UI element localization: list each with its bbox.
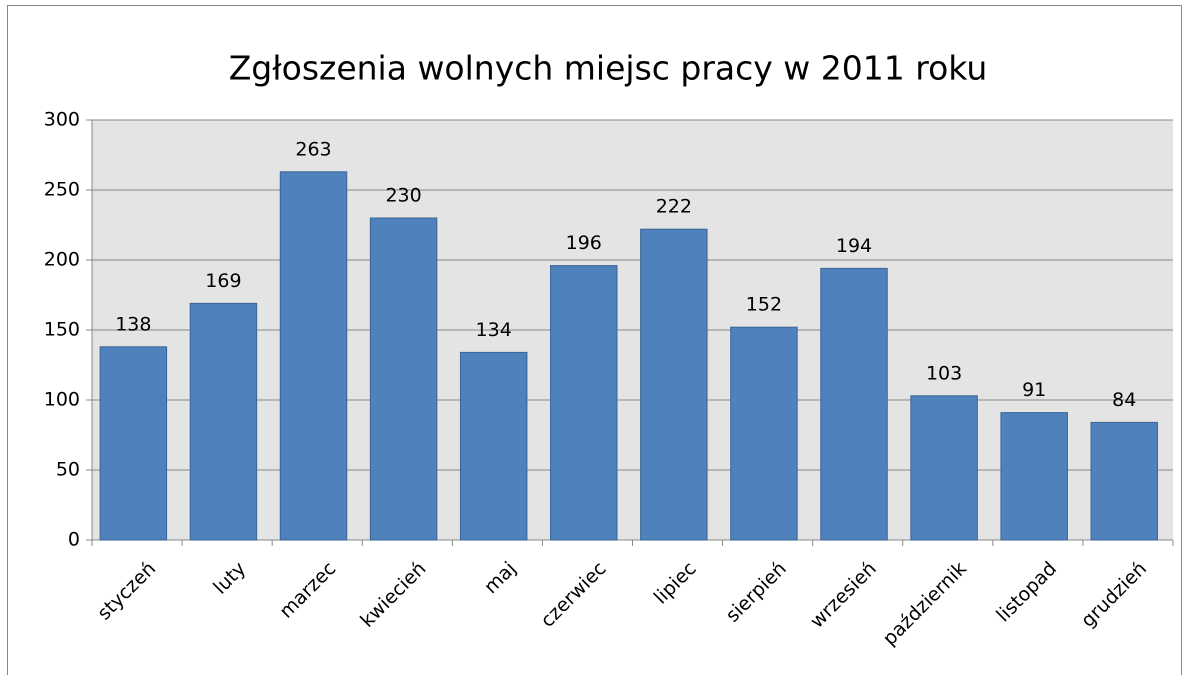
data-label: 263: [295, 138, 331, 160]
data-label: 169: [205, 270, 241, 292]
data-label: 230: [385, 185, 421, 207]
bar: [910, 395, 978, 541]
bar: [820, 267, 888, 541]
bar: [1000, 412, 1068, 541]
bar: [189, 302, 258, 541]
bar: [1090, 421, 1159, 541]
data-label: 152: [746, 294, 782, 316]
bar: [99, 346, 168, 541]
y-tick-label: 250: [44, 179, 80, 201]
y-tick-label: 150: [44, 319, 80, 341]
chart-title: Zgłoszenia wolnych miejsc pracy w 2011 r…: [229, 49, 988, 88]
y-tick-label: 300: [44, 109, 80, 131]
y-tick-label: 100: [44, 389, 80, 411]
y-tick-label: 50: [56, 459, 80, 481]
data-label: 134: [476, 319, 512, 341]
bar: [640, 228, 708, 541]
data-label: 138: [115, 313, 151, 335]
data-label: 91: [1022, 379, 1046, 401]
data-label: 222: [656, 196, 692, 218]
data-label: 103: [926, 362, 962, 384]
y-tick-label: 0: [68, 529, 80, 551]
bar: [279, 171, 348, 541]
bar: [369, 217, 438, 541]
bar: [550, 265, 618, 541]
data-label: 194: [836, 235, 872, 257]
bar: [459, 351, 528, 541]
data-label: 196: [566, 232, 602, 254]
data-label: 84: [1112, 389, 1136, 411]
bar: [730, 326, 798, 541]
y-tick-label: 200: [44, 249, 80, 271]
